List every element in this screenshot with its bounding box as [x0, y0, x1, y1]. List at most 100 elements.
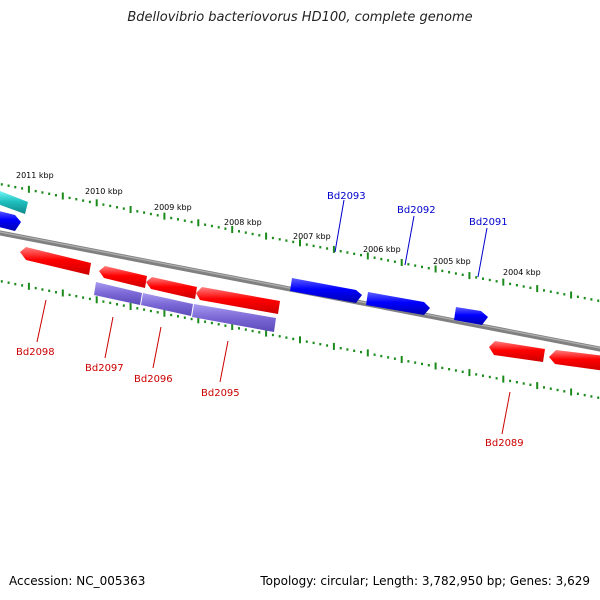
ruler-tick: [210, 321, 213, 325]
label-leader-lines: [36, 199, 511, 435]
ruler-tick: [570, 388, 573, 396]
operon-block-1[interactable]: [94, 282, 142, 305]
ruler-tick: [563, 293, 566, 296]
ruler-tick: [183, 219, 186, 222]
ruler-tick: [400, 259, 403, 266]
ruler-tick: [421, 362, 423, 366]
ruler-tick: [21, 284, 24, 287]
ruler-tick: [238, 230, 240, 233]
ruler-tick: [292, 337, 295, 341]
gene-arrow-red-3[interactable]: [146, 277, 197, 299]
operon-block-2[interactable]: [141, 293, 193, 316]
ruler-tick: [353, 349, 356, 352]
ruler-tick: [224, 324, 227, 327]
ruler-tick: [549, 387, 552, 390]
gene-arrow-bd2098[interactable]: [20, 247, 91, 275]
ruler-tick: [217, 323, 220, 326]
ruler-tick: [434, 265, 437, 273]
ruler-tick: [515, 284, 518, 287]
gene-arrow-red-2[interactable]: [99, 266, 147, 288]
gene-label-bd2097[interactable]: Bd2097: [85, 363, 124, 374]
ruler-tick: [68, 293, 71, 297]
ruler-tick: [319, 343, 322, 346]
ruler-tick: [55, 194, 57, 197]
ruler-tick: [143, 308, 146, 311]
ruler-tick: [48, 289, 51, 292]
ruler-tick: [448, 368, 451, 371]
ruler-tick: [522, 382, 525, 385]
ruler-tick: [549, 290, 552, 293]
ruler-tick: [366, 349, 369, 357]
gene-arrow-bd2091[interactable]: [454, 307, 488, 325]
ruler-tick: [522, 285, 525, 288]
ruler-tick: [346, 348, 349, 351]
tick-label-2010: 2010 kbp: [85, 187, 123, 196]
ruler-tick: [441, 366, 444, 370]
ruler-tick: [366, 252, 369, 260]
ruler-tick: [502, 375, 505, 383]
gene-label-bd2091[interactable]: Bd2091: [469, 217, 508, 228]
gene-labels: Bd2093 Bd2092 Bd2091 Bd2098 Bd2097 Bd209…: [16, 191, 524, 449]
ruler-tick: [570, 291, 573, 299]
ruler-tick: [95, 199, 98, 207]
ruler-lower: [0, 280, 600, 399]
gene-arrow-bd2089[interactable]: [489, 341, 545, 362]
ruler-tick: [475, 373, 478, 376]
ruler-tick: [88, 200, 91, 204]
ruler-tick: [543, 289, 545, 292]
ruler-tick: [339, 250, 342, 253]
ruler-tick: [326, 344, 329, 347]
gene-arrow-red-partial-right[interactable]: [549, 350, 600, 371]
ruler-tick: [590, 298, 593, 301]
ruler-tick: [21, 187, 24, 190]
genome-title: Bdellovibrio bacteriovorus HD100, comple…: [127, 10, 473, 25]
ruler-tick: [312, 244, 315, 248]
gene-label-bd2092[interactable]: Bd2092: [397, 205, 436, 216]
ruler-tick: [285, 336, 288, 339]
ruler-tick: [7, 281, 10, 284]
ruler-tick: [122, 207, 125, 210]
ruler-tick: [305, 243, 308, 246]
ruler-tick: [461, 273, 464, 276]
ruler-tick: [271, 236, 274, 240]
ruler-tick: [373, 353, 376, 356]
ruler-tick: [231, 226, 234, 233]
ruler-tick: [34, 286, 37, 290]
partial-gene-forward-left[interactable]: [0, 210, 21, 231]
gene-label-bd2096[interactable]: Bd2096: [134, 374, 173, 385]
ruler-tick: [244, 231, 247, 234]
ruler-tick: [454, 272, 457, 275]
leader-bd2091: [477, 227, 488, 278]
ruler-tick: [488, 278, 491, 282]
ruler-tick: [373, 256, 376, 259]
tick-label-2007: 2007 kbp: [293, 232, 331, 241]
ruler-tick: [597, 299, 600, 302]
ruler-tick: [495, 280, 498, 283]
ruler-tick: [427, 364, 430, 367]
gene-label-bd2098[interactable]: Bd2098: [16, 347, 55, 358]
operon-block-3[interactable]: [192, 304, 276, 332]
ruler-tick: [183, 316, 186, 319]
ruler-tick: [387, 356, 390, 359]
ruler-tick: [82, 199, 85, 202]
gene-arrow-bd2092[interactable]: [366, 292, 430, 315]
ruler-tick: [468, 272, 471, 280]
tick-label-2006: 2006 kbp: [363, 245, 401, 254]
ruler-tick: [421, 265, 423, 269]
genome-summary-text: Topology: circular; Length: 3,782,950 bp…: [260, 574, 590, 588]
gene-label-bd2089[interactable]: Bd2089: [485, 438, 524, 449]
gene-arrow-red-4[interactable]: [196, 287, 280, 314]
ruler-tick: [27, 282, 30, 290]
ruler-tick: [427, 267, 430, 270]
gene-arrow-bd2093[interactable]: [290, 278, 362, 303]
partial-feature-cyan[interactable]: [0, 189, 28, 214]
ruler-tick: [197, 219, 200, 227]
ruler-tick: [116, 206, 118, 209]
ruler-tick: [488, 375, 491, 379]
ruler-tick: [55, 291, 57, 294]
ruler-tick: [170, 313, 173, 317]
gene-label-bd2095[interactable]: Bd2095: [201, 388, 240, 399]
ruler-tick: [583, 296, 586, 300]
gene-label-bd2093[interactable]: Bd2093: [327, 191, 366, 202]
